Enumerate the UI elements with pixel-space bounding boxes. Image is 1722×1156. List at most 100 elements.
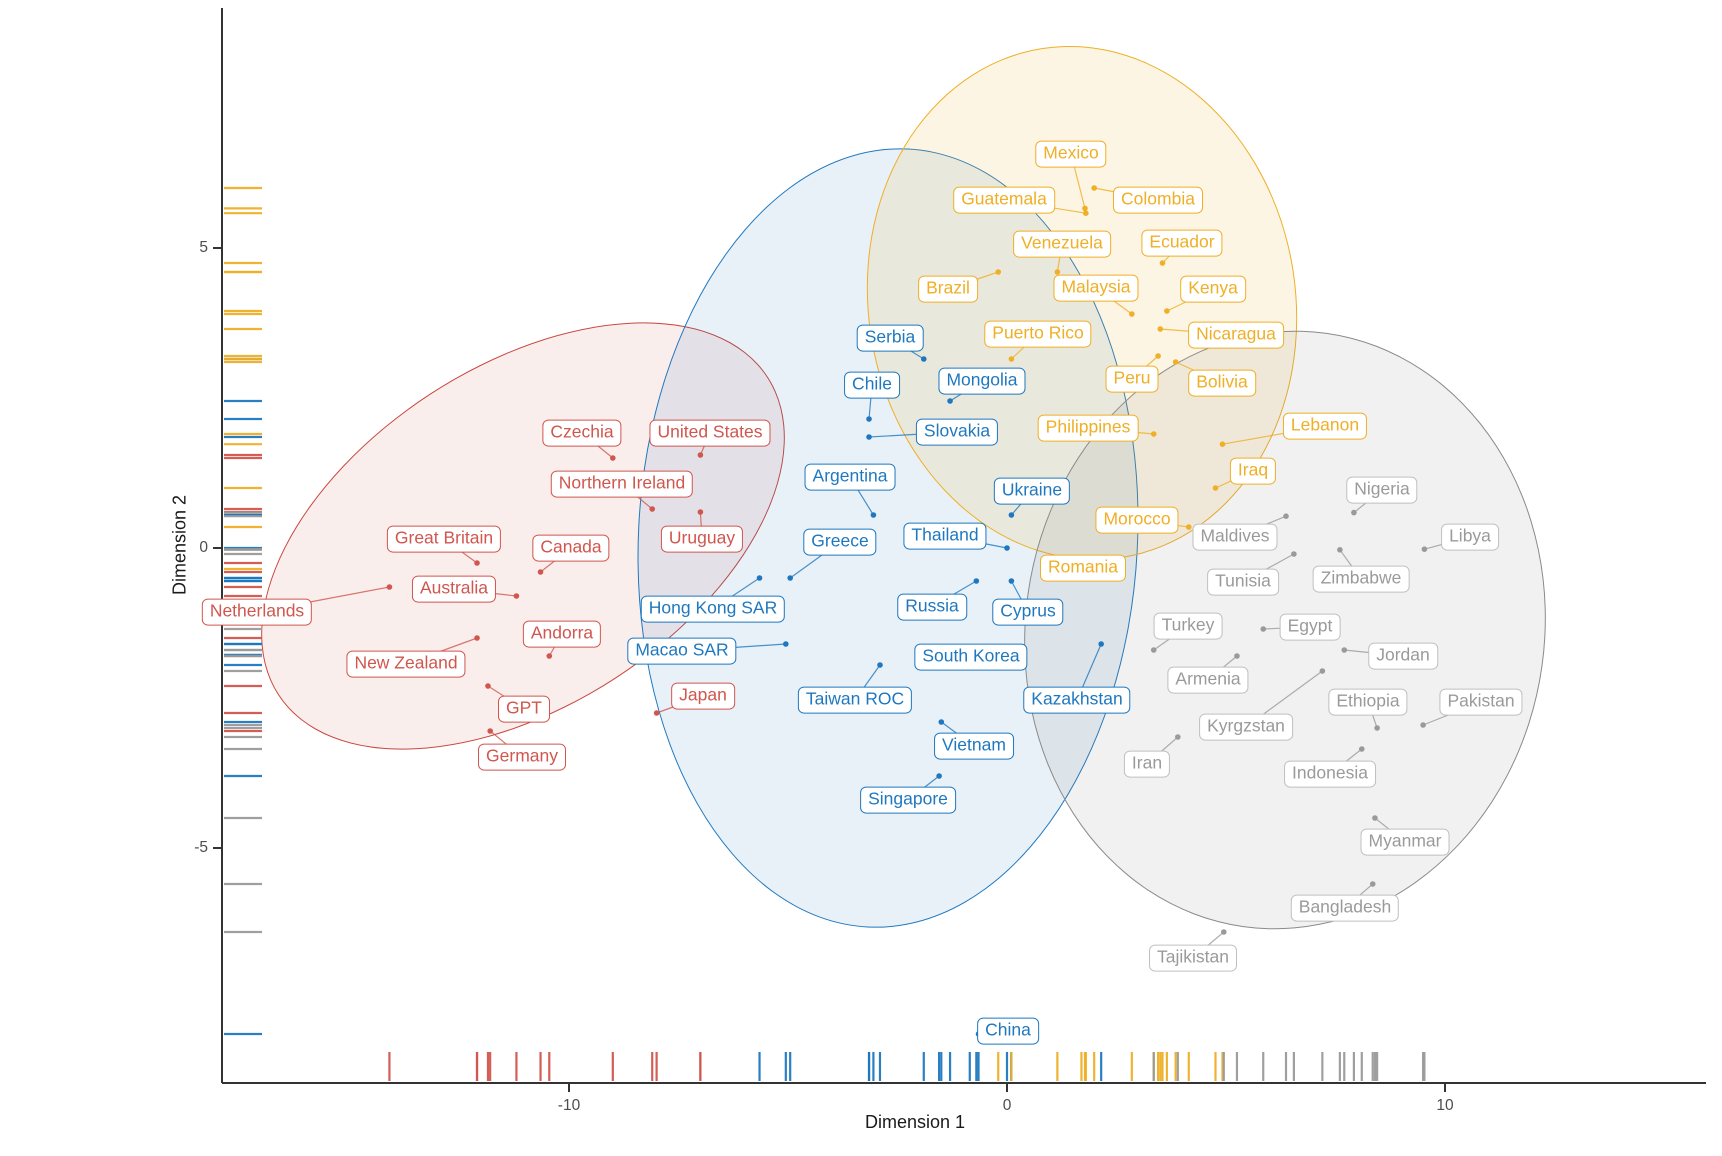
country-label-morocco: Morocco: [1095, 506, 1179, 534]
country-label-mexico: Mexico: [1035, 140, 1107, 168]
country-label-czechia: Czechia: [542, 419, 622, 447]
y-tick-label: 5: [199, 239, 208, 256]
data-point-ethiopia: [1374, 725, 1380, 731]
data-point-new-zealand: [474, 635, 480, 641]
data-point-malaysia: [1129, 311, 1135, 317]
country-label-south-korea: South Korea: [914, 643, 1028, 671]
country-label-maldives: Maldives: [1192, 523, 1278, 551]
x-tick-label: 0: [1002, 1097, 1012, 1114]
data-point-cyprus: [1008, 578, 1015, 584]
country-label-romania: Romania: [1039, 554, 1127, 582]
country-label-andorra: Andorra: [522, 620, 602, 648]
country-label-venezuela: Venezuela: [1013, 230, 1111, 258]
country-label-guatemala: Guatemala: [953, 186, 1055, 214]
data-point-australia: [513, 593, 520, 599]
data-point-morocco: [1185, 524, 1192, 530]
country-label-united-states: United States: [649, 419, 771, 447]
y-tick-label: -5: [194, 839, 208, 856]
country-label-ethiopia: Ethiopia: [1328, 688, 1408, 716]
data-point-vietnam: [938, 719, 945, 725]
data-point-kenya: [1164, 308, 1170, 314]
country-label-egypt: Egypt: [1279, 613, 1341, 641]
data-point-guatemala: [1083, 210, 1089, 216]
country-label-indonesia: Indonesia: [1284, 760, 1376, 788]
data-point-libya: [1421, 546, 1428, 552]
country-label-serbia: Serbia: [856, 324, 924, 352]
data-point-indonesia: [1358, 746, 1365, 752]
country-label-ecuador: Ecuador: [1141, 229, 1223, 257]
country-label-lebanon: Lebanon: [1282, 412, 1368, 440]
country-label-singapore: Singapore: [860, 786, 956, 814]
country-label-bolivia: Bolivia: [1188, 369, 1256, 397]
data-point-uruguay: [697, 509, 704, 515]
country-label-jordan: Jordan: [1368, 642, 1438, 670]
data-point-hong-kong-sar: [756, 575, 763, 581]
data-point-tunisia: [1291, 551, 1297, 557]
country-label-myanmar: Myanmar: [1360, 828, 1450, 856]
data-point-czechia: [610, 455, 616, 461]
data-point-taiwan-roc: [877, 662, 883, 668]
data-point-bolivia: [1172, 359, 1179, 365]
data-point-egypt: [1260, 626, 1267, 632]
data-point-united-states: [697, 452, 704, 458]
country-label-nicaragua: Nicaragua: [1188, 321, 1284, 349]
country-label-uruguay: Uruguay: [660, 525, 744, 553]
country-label-malaysia: Malaysia: [1053, 274, 1139, 302]
data-point-kazakhstan: [1098, 641, 1104, 647]
x-tick-label: 10: [1436, 1097, 1454, 1114]
data-point-tajikistan: [1221, 929, 1227, 935]
country-label-macao-sar: Macao SAR: [627, 637, 737, 665]
country-label-libya: Libya: [1441, 523, 1499, 551]
data-point-great-britain: [474, 560, 480, 566]
data-point-thailand: [1004, 545, 1010, 551]
y-tick-label: 0: [199, 539, 208, 556]
data-point-lebanon: [1219, 441, 1226, 448]
country-label-armenia: Armenia: [1167, 666, 1249, 694]
data-point-iran: [1175, 734, 1181, 740]
data-point-brazil: [995, 269, 1002, 275]
country-label-greece: Greece: [803, 528, 877, 556]
country-label-hong-kong-sar: Hong Kong SAR: [640, 595, 786, 623]
country-label-puerto-rico: Puerto Rico: [984, 320, 1092, 348]
data-point-armenia: [1234, 653, 1240, 659]
data-point-germany: [487, 728, 493, 734]
x-tick-label: -10: [557, 1097, 581, 1114]
country-label-bangladesh: Bangladesh: [1290, 894, 1400, 922]
data-point-slovakia: [866, 434, 872, 440]
data-point-serbia: [920, 356, 927, 362]
data-point-mexico: [1082, 205, 1088, 212]
country-label-northern-ireland: Northern Ireland: [550, 470, 694, 498]
data-point-kyrgzstan: [1319, 668, 1326, 674]
data-point-bangladesh: [1369, 881, 1376, 887]
country-label-germany: Germany: [478, 743, 566, 771]
country-label-russia: Russia: [897, 593, 967, 621]
country-label-argentina: Argentina: [804, 463, 896, 491]
country-label-canada: Canada: [532, 534, 610, 562]
country-label-ukraine: Ukraine: [993, 477, 1071, 505]
country-label-pakistan: Pakistan: [1439, 688, 1523, 716]
data-point-peru: [1155, 353, 1161, 359]
data-point-russia: [973, 578, 980, 584]
data-point-ukraine: [1008, 512, 1015, 518]
data-point-mongolia: [947, 398, 953, 404]
data-point-canada: [537, 569, 544, 575]
country-label-nigeria: Nigeria: [1346, 476, 1418, 504]
data-point-greece: [787, 575, 793, 581]
data-point-myanmar: [1372, 815, 1378, 821]
country-label-vietnam: Vietnam: [934, 732, 1014, 760]
data-point-turkey: [1150, 647, 1157, 653]
axes: [213, 8, 1706, 1092]
country-label-great-britain: Great Britain: [386, 525, 502, 553]
data-point-pakistan: [1420, 722, 1426, 728]
country-label-new-zealand: New Zealand: [346, 650, 466, 678]
x-axis-title: Dimension 1: [864, 1112, 966, 1132]
country-label-philippines: Philippines: [1037, 414, 1139, 442]
country-label-kenya: Kenya: [1180, 275, 1246, 303]
country-label-thailand: Thailand: [903, 522, 987, 550]
data-point-ecuador: [1159, 260, 1166, 266]
data-point-andorra: [546, 653, 553, 659]
rug-marks: [224, 186, 1426, 1081]
data-point-zimbabwe: [1337, 547, 1343, 553]
country-label-iran: Iran: [1123, 750, 1171, 778]
country-label-turkey: Turkey: [1153, 612, 1223, 640]
